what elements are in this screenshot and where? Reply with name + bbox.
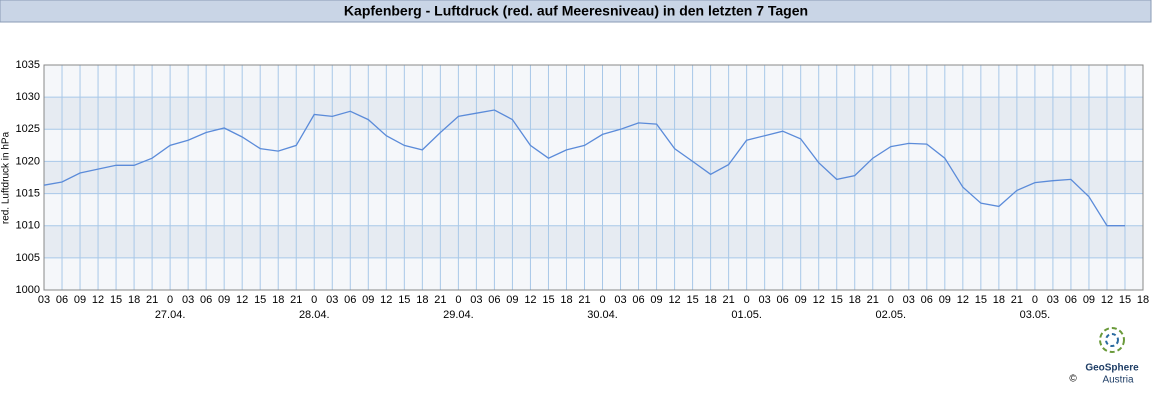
x-tick-label: 06: [488, 294, 500, 306]
x-tick-label: 0: [744, 294, 750, 306]
x-tick-label: 03: [1047, 294, 1059, 306]
x-tick-label: 18: [416, 294, 428, 306]
x-tick-label: 21: [578, 294, 590, 306]
x-tick-label: 09: [795, 294, 807, 306]
x-tick-label: 15: [398, 294, 410, 306]
x-tick-label: 06: [1065, 294, 1077, 306]
y-tick-label: 1005: [16, 252, 40, 264]
x-tick-label: 18: [128, 294, 140, 306]
grid-band: [44, 257, 1143, 290]
x-tick-label: 15: [831, 294, 843, 306]
grid-band: [44, 97, 1143, 130]
x-tick-label: 03: [614, 294, 626, 306]
x-tick-label: 0: [455, 294, 461, 306]
x-tick-label: 21: [867, 294, 879, 306]
date-label: 30.04.: [587, 309, 618, 321]
logo-name: GeoSphere: [1085, 363, 1139, 374]
date-label: 01.05.: [731, 309, 762, 321]
x-tick-label: 18: [704, 294, 716, 306]
x-tick-label: 09: [1083, 294, 1095, 306]
x-tick-label: 15: [254, 294, 266, 306]
x-tick-label: 12: [92, 294, 104, 306]
x-tick-label: 15: [975, 294, 987, 306]
date-label: 29.04.: [443, 309, 474, 321]
x-tick-label: 15: [542, 294, 554, 306]
grid-band: [44, 129, 1143, 162]
x-tick-label: 0: [311, 294, 317, 306]
grid-band: [44, 225, 1143, 258]
date-label: 03.05.: [1020, 309, 1051, 321]
y-tick-label: 1010: [16, 220, 40, 232]
date-label: 28.04.: [299, 309, 330, 321]
x-tick-label: 18: [1137, 294, 1149, 306]
x-tick-label: 0: [599, 294, 605, 306]
x-tick-label: 12: [236, 294, 248, 306]
x-tick-label: 12: [380, 294, 392, 306]
logo-sub: Austria: [1102, 375, 1134, 386]
x-tick-label: 0: [1032, 294, 1038, 306]
x-tick-label: 09: [650, 294, 662, 306]
x-tick-label: 12: [957, 294, 969, 306]
x-tick-label: 12: [668, 294, 680, 306]
x-tick-label: 21: [290, 294, 302, 306]
x-tick-label: 09: [939, 294, 951, 306]
x-tick-label: 03: [182, 294, 194, 306]
x-tick-label: 06: [921, 294, 933, 306]
x-tick-label: 0: [167, 294, 173, 306]
y-tick-label: 1030: [16, 91, 40, 103]
x-tick-label: 18: [272, 294, 284, 306]
copyright: ©: [1069, 374, 1077, 385]
title-bar: [0, 0, 1152, 23]
x-tick-label: 18: [993, 294, 1005, 306]
date-label: 27.04.: [155, 309, 186, 321]
x-tick-label: 09: [506, 294, 518, 306]
x-tick-label: 18: [560, 294, 572, 306]
grid-band: [44, 193, 1143, 226]
y-axis-label: red. Luftdruck in hPa: [1, 131, 12, 224]
x-tick-label: 06: [777, 294, 789, 306]
x-tick-label: 12: [813, 294, 825, 306]
x-tick-label: 15: [686, 294, 698, 306]
x-tick-label: 03: [38, 294, 50, 306]
x-tick-label: 12: [1101, 294, 1113, 306]
logo-icon: [1099, 327, 1125, 353]
y-tick-label: 1025: [16, 123, 40, 135]
data-line: [43, 109, 1125, 227]
chart-title: Kapfenberg - Luftdruck (red. auf Meeresn…: [344, 3, 808, 19]
x-tick-label: 21: [434, 294, 446, 306]
grid-band: [44, 65, 1143, 98]
x-tick-label: 06: [56, 294, 68, 306]
x-tick-label: 03: [903, 294, 915, 306]
x-tick-label: 03: [759, 294, 771, 306]
plot-frame: [43, 64, 1144, 291]
x-tick-label: 15: [110, 294, 122, 306]
logo-icon: [1105, 333, 1119, 347]
x-tick-label: 12: [524, 294, 536, 306]
x-tick-label: 06: [344, 294, 356, 306]
x-tick-label: 06: [200, 294, 212, 306]
x-tick-label: 03: [470, 294, 482, 306]
x-tick-label: 03: [326, 294, 338, 306]
x-tick-label: 21: [146, 294, 158, 306]
y-tick-label: 1000: [16, 284, 40, 296]
x-tick-label: 15: [1119, 294, 1131, 306]
x-tick-label: 09: [218, 294, 230, 306]
x-tick-label: 09: [362, 294, 374, 306]
y-tick-label: 1020: [16, 155, 40, 167]
date-label: 02.05.: [875, 309, 906, 321]
x-tick-label: 09: [74, 294, 86, 306]
x-tick-label: 06: [632, 294, 644, 306]
x-tick-label: 21: [1011, 294, 1023, 306]
x-tick-label: 21: [722, 294, 734, 306]
y-tick-label: 1035: [16, 59, 40, 71]
y-tick-label: 1015: [16, 187, 40, 199]
x-tick-label: 18: [849, 294, 861, 306]
x-tick-label: 0: [888, 294, 894, 306]
grid-band: [44, 161, 1143, 194]
logo: GeoSphere Austria ©: [1069, 327, 1139, 386]
